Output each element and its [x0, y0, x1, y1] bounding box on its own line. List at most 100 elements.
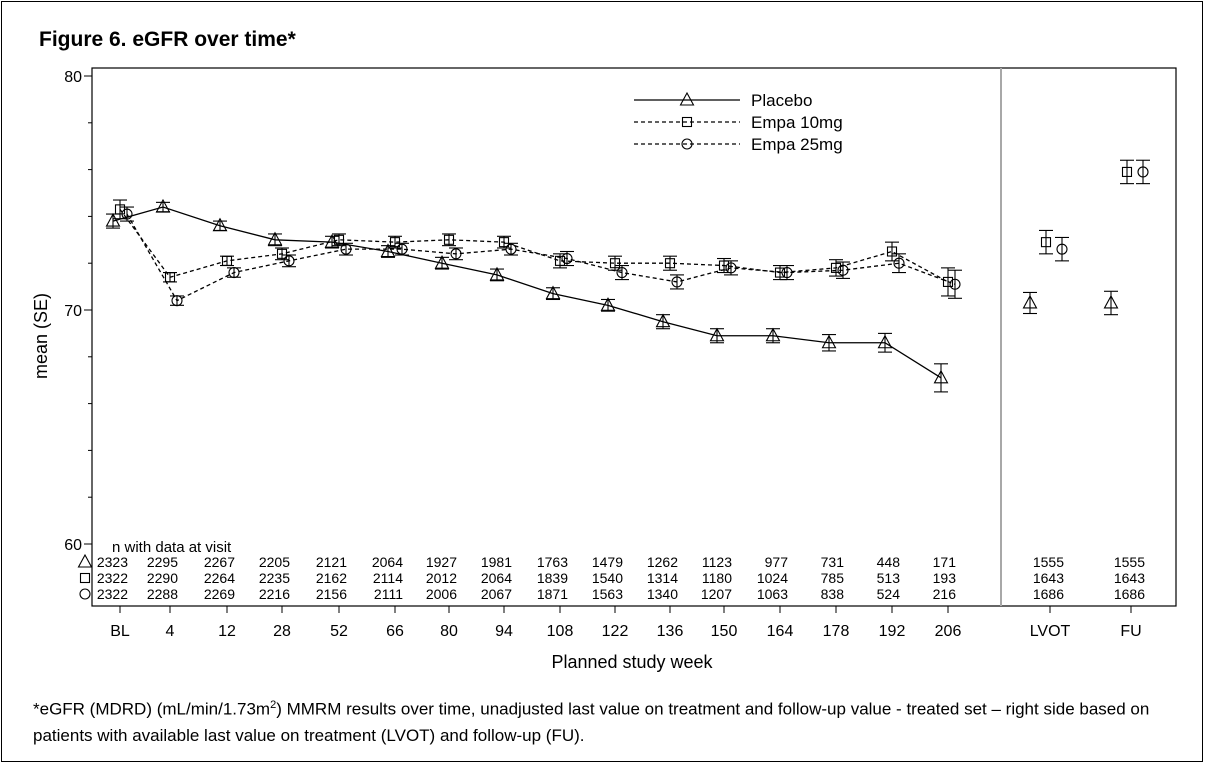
- n-table-cell: 2156: [316, 586, 347, 602]
- data-point: [725, 262, 737, 274]
- data-point: [1056, 243, 1068, 255]
- x-tick-label: 192: [879, 623, 906, 640]
- n-table-cell: 216: [933, 586, 957, 602]
- series-group: [113, 159, 1134, 297]
- data-point: [655, 313, 671, 328]
- n-table-cell: 1024: [757, 570, 788, 586]
- n-table-cell: 1063: [757, 586, 788, 602]
- n-table-cell: 513: [877, 570, 901, 586]
- n-table-cell: 2111: [374, 586, 403, 602]
- caption-text-end: ) MMRM results over time, unadjusted las…: [33, 699, 1150, 745]
- n-table-cell: 448: [877, 554, 901, 570]
- legend-marker: [681, 138, 693, 150]
- y-tick-label: 60: [64, 537, 82, 554]
- plot-area-border: [91, 67, 1177, 607]
- n-table-cell: 1763: [537, 554, 568, 570]
- n-table-title: n with data at visit: [112, 539, 232, 556]
- n-table-cell: 2162: [316, 570, 347, 586]
- n-table-cell: 1340: [647, 586, 678, 602]
- x-axis-label: Planned study week: [551, 652, 713, 672]
- legend-marker: [681, 116, 693, 128]
- n-table-cell: 2290: [147, 570, 178, 586]
- n-table-cell: 2264: [204, 570, 235, 586]
- data-point: [893, 257, 905, 269]
- n-table-cell: 977: [765, 554, 789, 570]
- data-point: [886, 246, 898, 257]
- n-table-cell: 1540: [592, 570, 623, 586]
- n-table-cell: 1643: [1114, 570, 1145, 586]
- series-line: [112, 206, 942, 379]
- n-table-cell: 785: [821, 570, 845, 586]
- n-table-row-marker: [77, 553, 93, 568]
- x-tick-label: FU: [1120, 623, 1141, 640]
- data-point: [877, 334, 893, 349]
- series-line: [126, 213, 956, 302]
- n-table-cell: 1839: [537, 570, 568, 586]
- n-table-cell: 2235: [259, 570, 290, 586]
- series-group: [105, 198, 1119, 393]
- data-point: [340, 243, 352, 255]
- n-table-cell: 1314: [647, 570, 678, 586]
- data-point: [1103, 294, 1119, 309]
- n-table-cell: 1180: [702, 570, 732, 586]
- data-point: [664, 258, 676, 269]
- data-point: [434, 255, 450, 269]
- x-tick-label: 206: [935, 623, 962, 640]
- n-table-cell: 1479: [592, 554, 623, 570]
- legend-label: Empa 25mg: [751, 135, 843, 154]
- caption-text-start: *eGFR (MDRD) (mL/min/1.73m: [33, 699, 271, 719]
- data-point: [267, 231, 283, 246]
- legend-label: Placebo: [751, 91, 812, 110]
- data-point: [489, 266, 505, 281]
- n-table-cell: 2322: [97, 570, 128, 586]
- x-tick-label: BL: [110, 623, 130, 640]
- x-tick-label: 80: [440, 623, 458, 640]
- n-table-cell: 838: [821, 586, 845, 602]
- n-table-cell: 2064: [481, 570, 512, 586]
- data-point: [105, 212, 121, 227]
- data-point: [333, 234, 345, 245]
- n-table-cell: 1262: [647, 554, 678, 570]
- n-table-cell: 2267: [204, 554, 235, 570]
- n-table-cell: 1686: [1033, 586, 1064, 602]
- n-table-cell: 2067: [481, 586, 512, 602]
- data-point: [609, 258, 621, 269]
- x-tick-label: 4: [166, 623, 175, 640]
- n-table-cell: 2323: [97, 554, 128, 570]
- legend-item: Placebo: [634, 91, 812, 110]
- n-table-cell: 171: [933, 554, 957, 570]
- data-point: [1121, 166, 1133, 177]
- n-table-cell: 2322: [97, 586, 128, 602]
- n-table-cell: 1981: [481, 554, 512, 570]
- data-point: [221, 255, 233, 266]
- data-point: [765, 327, 781, 342]
- n-table-cell: 2288: [147, 586, 178, 602]
- data-point: [443, 234, 455, 245]
- data-point: [942, 276, 954, 287]
- n-table-cell: 2012: [426, 570, 457, 586]
- data-point: [933, 369, 949, 384]
- data-point: [121, 208, 133, 220]
- data-point: [283, 255, 295, 267]
- data-point: [781, 267, 793, 279]
- x-tick-label: 52: [330, 623, 348, 640]
- legend-marker: [679, 91, 695, 106]
- data-point: [505, 243, 517, 255]
- data-point: [164, 272, 176, 283]
- n-table-cell: 1207: [701, 586, 732, 602]
- data-point: [498, 237, 510, 248]
- data-point: [1040, 237, 1052, 248]
- n-table-cell: 1555: [1033, 554, 1064, 570]
- data-point: [1137, 166, 1149, 178]
- n-table-cell: 1123: [702, 554, 732, 570]
- n-table-cell: 2121: [316, 554, 347, 570]
- data-point: [545, 285, 561, 300]
- x-tick-label: LVOT: [1030, 623, 1071, 640]
- x-tick-label: 108: [547, 623, 574, 640]
- x-tick-label: 28: [273, 623, 291, 640]
- data-point: [155, 198, 171, 213]
- data-point: [389, 237, 401, 248]
- data-point: [228, 267, 240, 279]
- data-point: [671, 276, 683, 288]
- y-tick-label: 70: [64, 303, 82, 320]
